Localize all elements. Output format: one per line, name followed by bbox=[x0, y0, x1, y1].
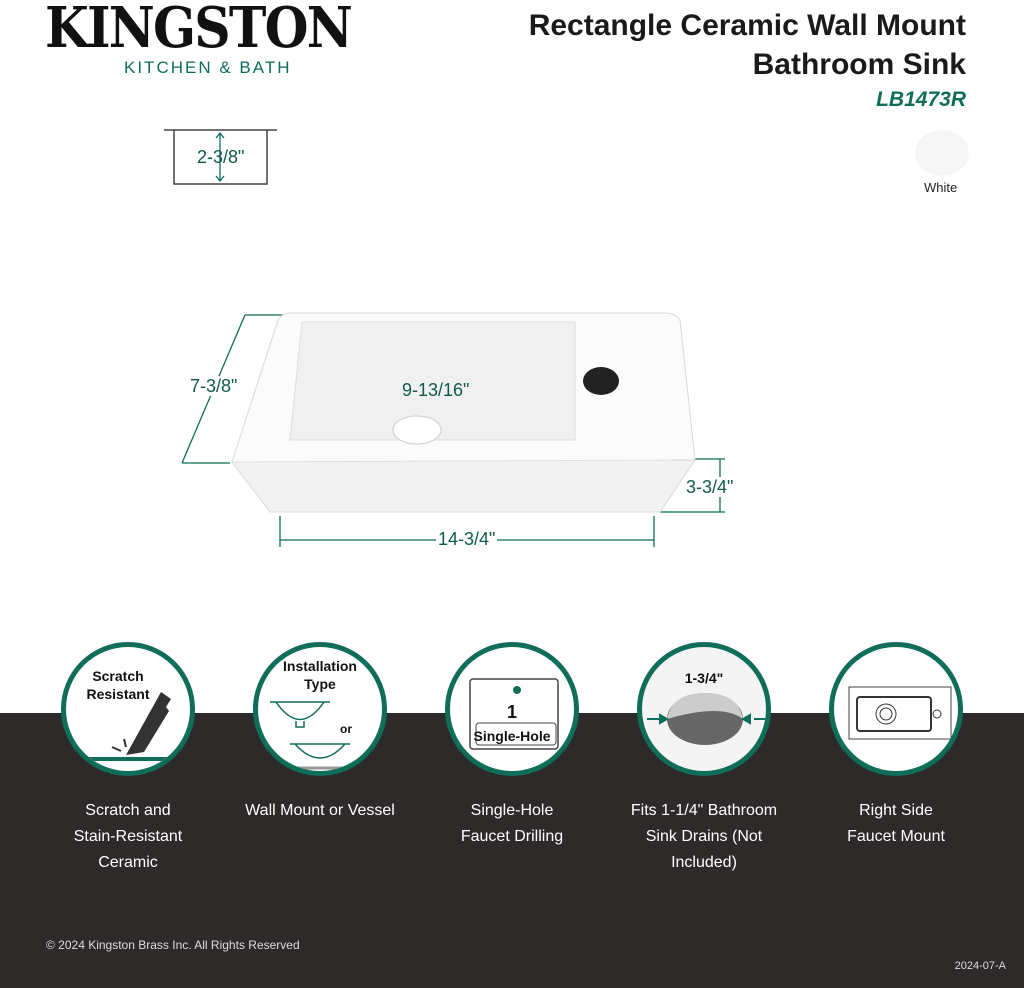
dim-height: 3-3/4" bbox=[684, 477, 736, 497]
single-hole-icon: 1 Single-Hole bbox=[445, 642, 579, 776]
installation-type-icon: Installation Type or bbox=[253, 642, 387, 776]
feature-caption-installation: Wall Mount or Vessel bbox=[245, 802, 395, 819]
dim-width: 14-3/4" bbox=[436, 529, 498, 549]
drain-size-icon: 1-3/4" bbox=[637, 642, 771, 776]
document-code: 2024-07-A bbox=[954, 960, 1006, 972]
feature-caption-scratch: Scratch and Stain-Resistant Ceramic bbox=[73, 802, 183, 871]
product-sku: LB1473R bbox=[876, 88, 966, 111]
feature-caption-drain: Fits 1-1/4" Bathroom Sink Drains (Not Incl… bbox=[630, 802, 778, 871]
color-label: White bbox=[924, 180, 958, 195]
scratch-resistant-icon: Scratch Resistant bbox=[61, 642, 195, 776]
feature-caption-single-hole: Single-Hole Faucet Drilling bbox=[460, 802, 564, 845]
dim-depth: 7-3/8" bbox=[188, 376, 240, 396]
dim-basin-width: 9-13/16" bbox=[400, 380, 472, 400]
sink-diagram bbox=[164, 129, 725, 547]
right-side-faucet-icon bbox=[829, 642, 963, 776]
color-swatch[interactable] bbox=[917, 132, 967, 174]
product-title: Rectangle Ceramic Wall Mount Bathroom Sin… bbox=[528, 9, 966, 81]
feature-caption-faucet-mount: Right Side Faucet Mount bbox=[847, 802, 945, 845]
dim-side-depth: 2-3/8" bbox=[197, 147, 245, 167]
brand-logo: KINGSTON bbox=[45, 0, 353, 61]
copyright: © 2024 Kingston Brass Inc. All Rights Re… bbox=[46, 938, 300, 952]
brand-subtitle: KITCHEN & BATH bbox=[124, 58, 292, 77]
